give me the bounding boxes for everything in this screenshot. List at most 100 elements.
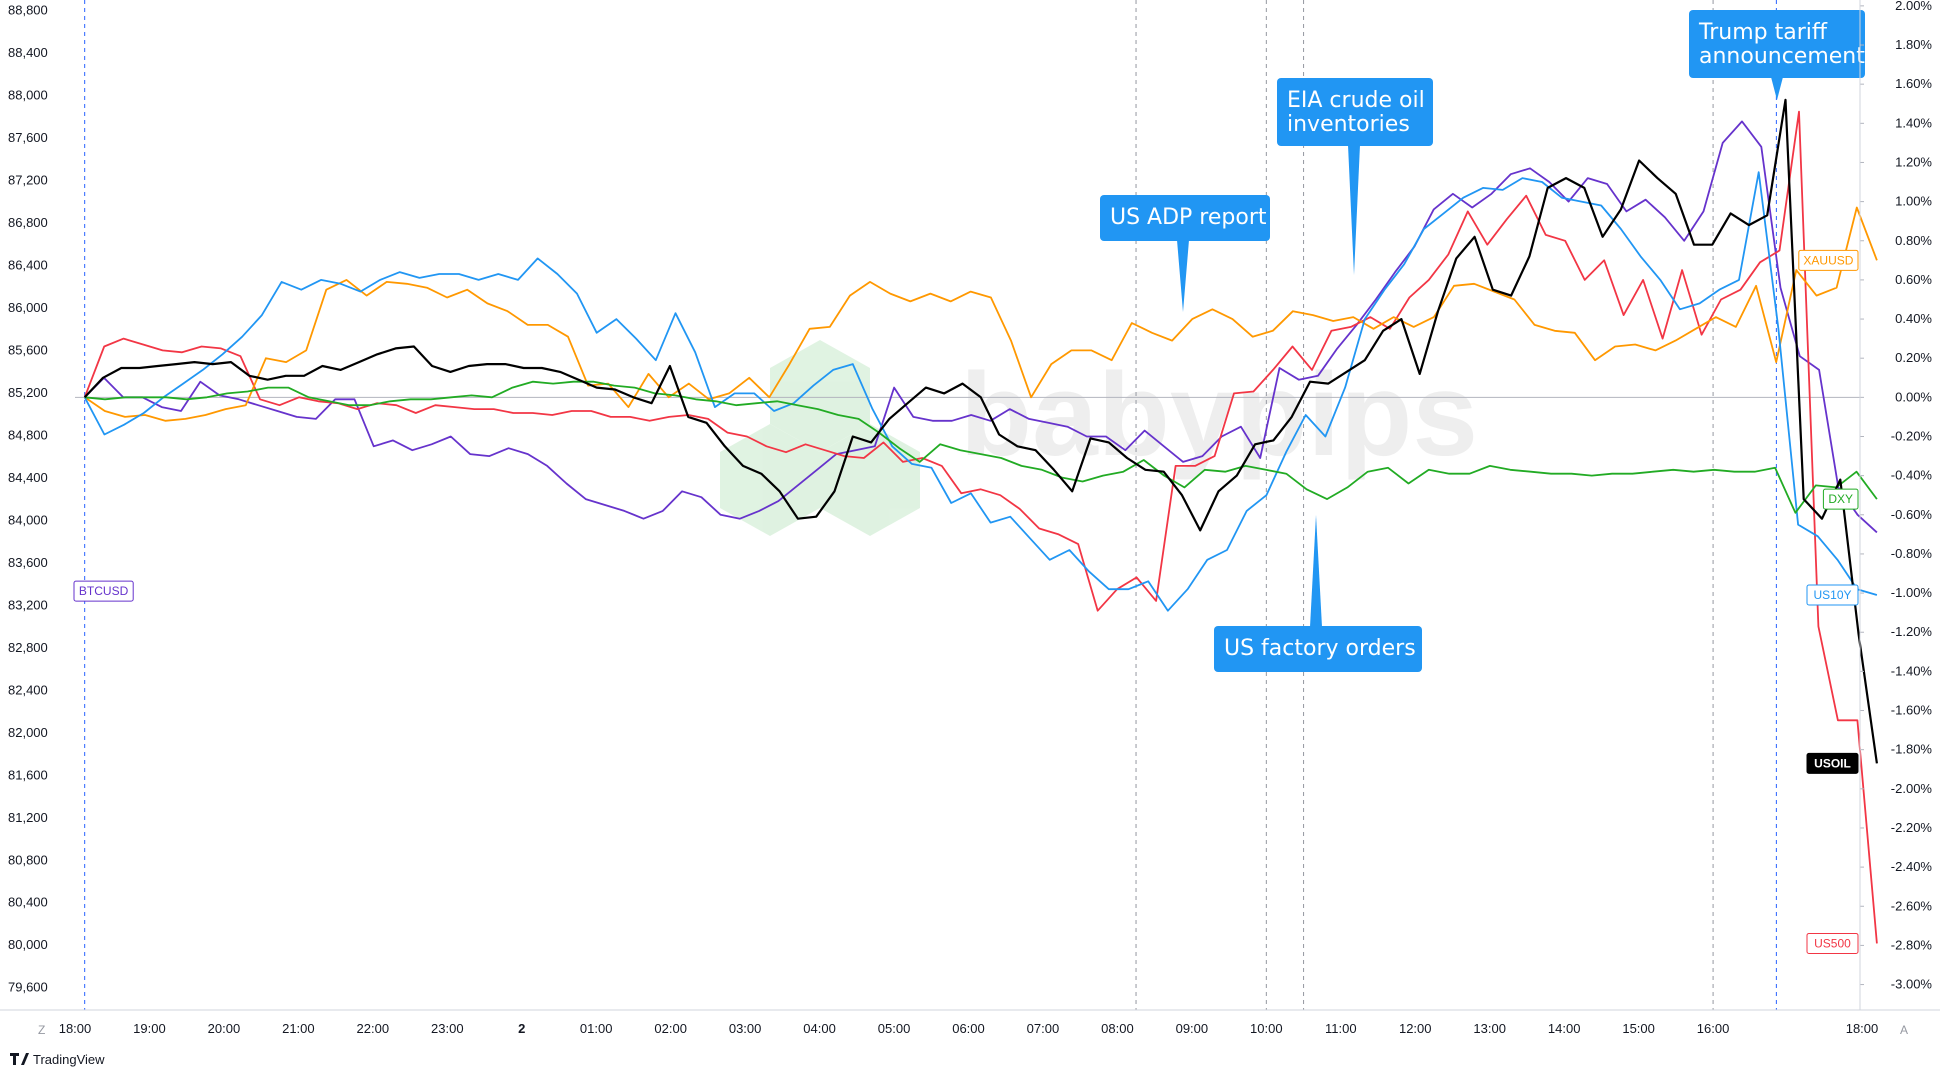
right-axis-tick: -0.60% (1891, 507, 1933, 522)
callout-pointer (1310, 515, 1322, 627)
series-label-us10y: US10Y (1813, 588, 1851, 602)
left-axis-tick: 80,800 (8, 852, 48, 867)
right-axis-tick: -3.00% (1891, 977, 1933, 992)
right-axis-tick: 0.00% (1895, 389, 1932, 404)
time-axis-tick: 04:00 (803, 1021, 836, 1036)
series-label-box (73, 580, 134, 602)
left-axis-tick: 84,400 (8, 470, 48, 485)
time-axis-tick: 11:00 (1325, 1021, 1357, 1036)
left-axis-tick: 81,600 (8, 767, 48, 782)
left-axis-tick: 87,200 (8, 173, 48, 188)
time-axis-tick: 13:00 (1473, 1021, 1506, 1036)
time-axis-tick: 19:00 (133, 1021, 166, 1036)
timezone-icon[interactable]: Z (38, 1023, 45, 1037)
time-axis-tick: 16:00 (1697, 1021, 1730, 1036)
right-axis-tick: 1.80% (1895, 37, 1932, 52)
tradingview-logo[interactable]: TradingView (10, 1052, 105, 1067)
right-axis[interactable]: 2.00% 1.80% 1.60% 1.40% 1.20% 1.00% 0.80% 0.60%… (1860, 0, 1932, 992)
time-axis-tick: 05:00 (878, 1021, 911, 1036)
callout-text: announcement (1699, 44, 1865, 69)
right-axis-tick: -0.80% (1891, 546, 1933, 561)
right-axis-tick: -1.80% (1891, 742, 1933, 757)
right-axis-tick: -1.40% (1891, 663, 1933, 678)
left-axis-tick: 83,200 (8, 597, 48, 612)
time-axis-tick: 18:00 (1846, 1021, 1879, 1036)
callout-box (1277, 78, 1433, 146)
right-axis-tick: 0.80% (1895, 233, 1932, 248)
left-axis-tick: 85,600 (8, 342, 48, 357)
time-axis-tick: 2 (518, 1021, 525, 1036)
callout-3: US factory orders (1214, 515, 1422, 672)
time-axis-tick: 06:00 (952, 1021, 985, 1036)
time-axis[interactable]: 18:00 19:00 20:00 21:00 22:00 23:00 2 01:00 02:0… (59, 1021, 1879, 1036)
time-axis-tick: 14:00 (1548, 1021, 1581, 1036)
left-axis: 88,800 88,400 88,000 87,600 87,200 86,800 86,4… (8, 3, 48, 995)
left-axis-tick: 82,000 (8, 725, 48, 740)
right-axis-tick: 2.00% (1895, 0, 1932, 13)
right-axis-tick: 1.60% (1895, 76, 1932, 91)
right-axis-tick: 1.20% (1895, 154, 1932, 169)
watermark-hex-2 (720, 424, 820, 536)
watermark-text: babypips (960, 349, 1478, 481)
time-axis-tick: 10:00 (1250, 1021, 1283, 1036)
auto-scale-icon[interactable]: A (1900, 1023, 1908, 1037)
series-label-box (1806, 932, 1859, 954)
left-axis-tick: 84,800 (8, 427, 48, 442)
time-axis-tick: 18:00 (59, 1021, 92, 1036)
series-label-xauusd: XAUUSD (1803, 253, 1853, 267)
right-axis-tick: 0.20% (1895, 350, 1932, 365)
tradingview-brand-text: TradingView (33, 1052, 105, 1067)
series-label-box (1798, 249, 1859, 271)
series-label-box (1806, 752, 1859, 774)
left-axis-tick: 86,800 (8, 215, 48, 230)
left-axis-tick: 88,800 (8, 3, 48, 18)
time-axis-tick: 12:00 (1399, 1021, 1432, 1036)
watermark-hex-1 (770, 340, 870, 452)
callout-pointer (1348, 145, 1360, 275)
series-line-btcusd (84, 120, 1878, 534)
time-axis-tick: 22:00 (357, 1021, 390, 1036)
time-axis-tick: 08:00 (1101, 1021, 1134, 1036)
series-labels: BTCUSD US500 XAUUSD US10Y DXY USOIL (73, 249, 1859, 954)
series-line-xauusd (84, 206, 1878, 422)
left-axis-tick: 87,600 (8, 130, 48, 145)
right-axis-tick: -2.00% (1891, 781, 1933, 796)
time-axis-tick: 09:00 (1176, 1021, 1209, 1036)
left-axis-tick: 80,000 (8, 937, 48, 952)
left-axis-tick: 86,000 (8, 300, 48, 315)
callout-box (1214, 626, 1422, 672)
left-axis-tick: 82,800 (8, 640, 48, 655)
series-line-dxy (84, 380, 1878, 514)
left-axis-tick: 79,600 (8, 980, 48, 995)
left-axis-tick: 88,000 (8, 88, 48, 103)
series-line-usoil (83, 98, 1878, 764)
right-axis-tick: -0.40% (1891, 468, 1933, 483)
callout-pointer (1177, 240, 1189, 312)
series-label-usoil: USOIL (1814, 756, 1851, 770)
right-axis-tick: 0.40% (1895, 311, 1932, 326)
callout-text: US ADP report (1110, 205, 1267, 230)
series-line-us10y (83, 171, 1878, 612)
event-lines (84, 0, 1777, 1010)
callout-0: US ADP report (1100, 195, 1270, 312)
callout-box (1100, 195, 1270, 241)
time-axis-tick: 03:00 (729, 1021, 762, 1036)
left-axis-tick: 80,400 (8, 895, 48, 910)
right-axis-tick: -0.20% (1891, 428, 1933, 443)
left-axis-tick: 83,600 (8, 555, 48, 570)
right-axis-tick: 1.40% (1895, 115, 1932, 130)
time-axis-tick: 20:00 (208, 1021, 241, 1036)
callout-text: EIA crude oil (1287, 88, 1425, 113)
tradingview-logo-icon (10, 1053, 29, 1065)
callout-box (1689, 10, 1865, 78)
time-axis-tick: 23:00 (431, 1021, 464, 1036)
right-axis-tick: -2.20% (1891, 820, 1933, 835)
right-axis-tick: -2.80% (1891, 937, 1933, 952)
time-axis-tick: 02:00 (654, 1021, 687, 1036)
left-axis-tick: 82,400 (8, 682, 48, 697)
